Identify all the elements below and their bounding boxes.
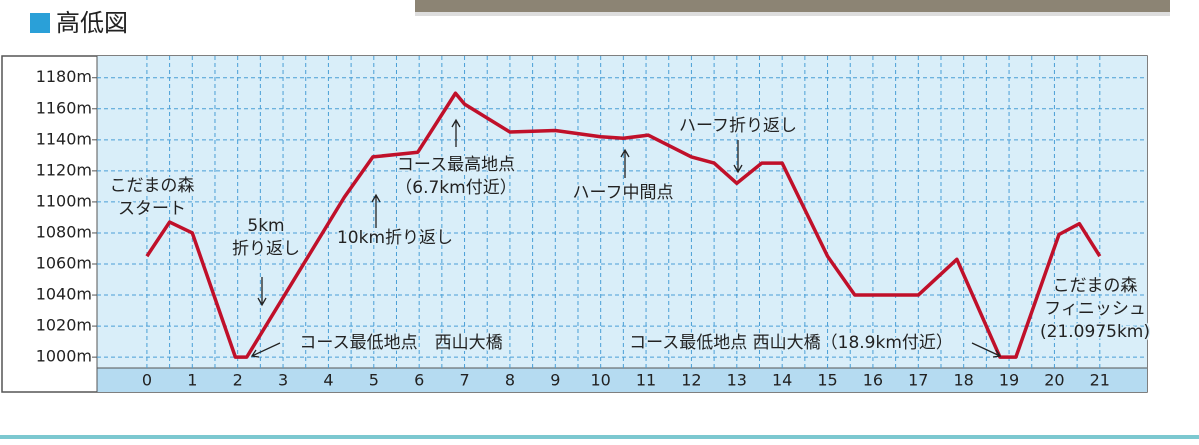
arrow bbox=[250, 342, 281, 358]
x-tick-label: 5 bbox=[369, 371, 379, 390]
x-tick-label: 15 bbox=[817, 371, 837, 390]
x-tick-label: 11 bbox=[636, 371, 656, 390]
plot-area bbox=[97, 56, 1147, 368]
x-tick-label: 17 bbox=[908, 371, 928, 390]
annotation: 10km折り返し bbox=[337, 228, 453, 248]
arrows bbox=[250, 118, 1002, 358]
arrow bbox=[257, 277, 267, 307]
y-tick-label: 1020m bbox=[36, 316, 92, 335]
x-tick-label: 21 bbox=[1090, 371, 1110, 390]
arrow bbox=[451, 118, 461, 147]
x-tick-label: 6 bbox=[414, 371, 424, 390]
annotation: ハーフ折り返し bbox=[679, 116, 797, 136]
x-tick-label: 0 bbox=[142, 371, 152, 390]
annotation: こだまの森 bbox=[1053, 276, 1138, 296]
x-tick-label: 14 bbox=[772, 371, 792, 390]
x-tick-label: 12 bbox=[681, 371, 701, 390]
y-tick-label: 1060m bbox=[36, 254, 92, 273]
annotation: 折り返し bbox=[232, 239, 300, 259]
annotation: ハーフ中間点 bbox=[573, 183, 674, 203]
annotation: こだまの森 bbox=[110, 176, 195, 196]
title-marker bbox=[30, 13, 50, 33]
annotation: スタート bbox=[118, 199, 186, 219]
elevation-line bbox=[145, 91, 1102, 359]
x-tick-label: 4 bbox=[323, 371, 333, 390]
x-tick-label: 3 bbox=[278, 371, 288, 390]
annotation: コース最低地点 西山大橋（18.9km付近） bbox=[629, 333, 953, 353]
y-tick-label: 1080m bbox=[36, 222, 92, 241]
annotation: 5km bbox=[247, 216, 284, 236]
annotation: （6.7km付近） bbox=[395, 178, 516, 198]
y-tick-label: 1180m bbox=[36, 67, 92, 86]
photo-strip bbox=[415, 0, 1170, 12]
chart-title: 高低図 bbox=[56, 9, 128, 37]
y-tick-label: 1120m bbox=[36, 160, 92, 179]
annotation: コース最低地点 西山大橋 bbox=[299, 333, 502, 353]
y-tick-label: 1160m bbox=[36, 98, 92, 117]
x-tick-label: 1 bbox=[187, 371, 197, 390]
x-tick-label: 8 bbox=[505, 371, 515, 390]
x-tick-label: 7 bbox=[459, 371, 469, 390]
annotation: フィニッシュ bbox=[1044, 299, 1146, 319]
arrow bbox=[620, 148, 630, 178]
x-tick-label: 13 bbox=[727, 371, 747, 390]
annotation: (21.0975km) bbox=[1040, 322, 1150, 342]
x-tick-label: 18 bbox=[954, 371, 974, 390]
annotation: コース最高地点 bbox=[397, 155, 515, 175]
x-tick-label: 2 bbox=[233, 371, 243, 390]
y-tick-label: 1000m bbox=[36, 347, 92, 366]
photo-shadow bbox=[415, 12, 1170, 16]
y-tick-label: 1140m bbox=[36, 129, 92, 148]
x-tick-label: 9 bbox=[550, 371, 560, 390]
y-tick-label: 1040m bbox=[36, 285, 92, 304]
x-tick-label: 19 bbox=[999, 371, 1019, 390]
y-tick-label: 1100m bbox=[36, 191, 92, 210]
arrow bbox=[733, 140, 743, 174]
arrow bbox=[971, 342, 1002, 358]
x-tick-label: 10 bbox=[590, 371, 610, 390]
x-tick-label: 16 bbox=[863, 371, 883, 390]
arrow bbox=[371, 193, 381, 228]
x-axis-band bbox=[97, 368, 1147, 392]
x-tick-label: 20 bbox=[1044, 371, 1064, 390]
